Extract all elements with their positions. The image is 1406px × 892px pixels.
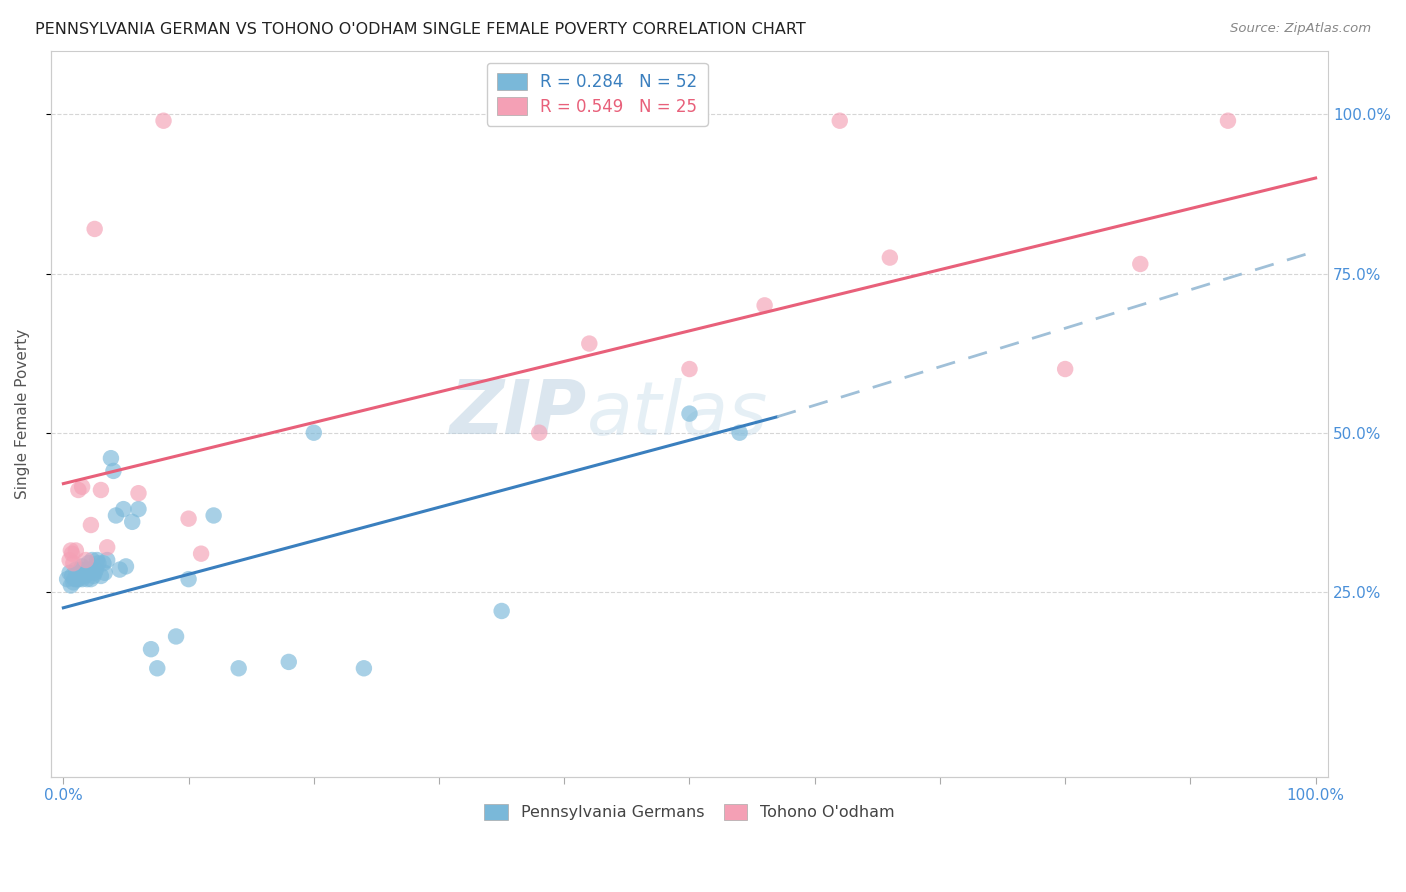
Point xyxy=(70,480,93,494)
Point xyxy=(678,407,700,421)
Point xyxy=(177,572,200,586)
Point xyxy=(82,553,104,567)
Point xyxy=(491,604,513,618)
Point xyxy=(60,569,83,583)
Point xyxy=(65,543,87,558)
Point xyxy=(77,566,100,580)
Point xyxy=(63,572,86,586)
Point xyxy=(65,563,87,577)
Point xyxy=(879,251,901,265)
Point xyxy=(69,569,91,583)
Point xyxy=(90,483,112,497)
Point xyxy=(228,661,250,675)
Point xyxy=(67,566,90,580)
Point xyxy=(103,464,125,478)
Point xyxy=(177,511,200,525)
Point xyxy=(202,508,225,523)
Point xyxy=(1129,257,1152,271)
Point xyxy=(277,655,299,669)
Point xyxy=(104,508,127,523)
Point xyxy=(128,502,150,516)
Point xyxy=(76,572,98,586)
Text: atlas: atlas xyxy=(588,377,769,450)
Point xyxy=(75,563,97,577)
Point xyxy=(62,575,84,590)
Point xyxy=(70,563,93,577)
Legend: Pennsylvania Germans, Tohono O'odham: Pennsylvania Germans, Tohono O'odham xyxy=(478,797,901,827)
Point xyxy=(82,569,104,583)
Point xyxy=(73,569,96,583)
Point xyxy=(578,336,600,351)
Point xyxy=(80,518,103,533)
Point xyxy=(67,483,90,497)
Point xyxy=(190,547,212,561)
Point xyxy=(59,566,82,580)
Point xyxy=(152,113,174,128)
Text: PENNSYLVANIA GERMAN VS TOHONO O'ODHAM SINGLE FEMALE POVERTY CORRELATION CHART: PENNSYLVANIA GERMAN VS TOHONO O'ODHAM SI… xyxy=(35,22,806,37)
Point xyxy=(80,572,103,586)
Point xyxy=(108,563,131,577)
Point xyxy=(146,661,169,675)
Point xyxy=(84,563,107,577)
Point xyxy=(90,569,112,583)
Point xyxy=(62,556,84,570)
Point xyxy=(828,113,851,128)
Point xyxy=(96,553,118,567)
Point xyxy=(72,566,94,580)
Point xyxy=(77,556,100,570)
Point xyxy=(678,362,700,376)
Point xyxy=(67,572,90,586)
Point xyxy=(128,486,150,500)
Y-axis label: Single Female Poverty: Single Female Poverty xyxy=(15,328,30,499)
Point xyxy=(70,572,93,586)
Point xyxy=(139,642,162,657)
Text: Source: ZipAtlas.com: Source: ZipAtlas.com xyxy=(1230,22,1371,36)
Point xyxy=(70,559,93,574)
Point xyxy=(83,222,105,236)
Point xyxy=(121,515,143,529)
Point xyxy=(93,566,115,580)
Point xyxy=(87,556,110,570)
Point xyxy=(1216,113,1239,128)
Point xyxy=(86,553,108,567)
Point xyxy=(93,556,115,570)
Point xyxy=(754,298,776,312)
Point xyxy=(728,425,751,440)
Point xyxy=(66,572,89,586)
Text: ZIP: ZIP xyxy=(450,377,588,450)
Point xyxy=(75,553,97,567)
Point xyxy=(56,572,79,586)
Point xyxy=(83,566,105,580)
Point xyxy=(115,559,138,574)
Point xyxy=(302,425,325,440)
Point xyxy=(59,553,82,567)
Point xyxy=(1054,362,1077,376)
Point xyxy=(353,661,375,675)
Point xyxy=(165,630,187,644)
Point xyxy=(100,451,122,466)
Point xyxy=(59,578,82,592)
Point xyxy=(80,563,103,577)
Point xyxy=(96,541,118,555)
Point xyxy=(60,547,83,561)
Point xyxy=(112,502,135,516)
Point xyxy=(529,425,551,440)
Point xyxy=(59,543,82,558)
